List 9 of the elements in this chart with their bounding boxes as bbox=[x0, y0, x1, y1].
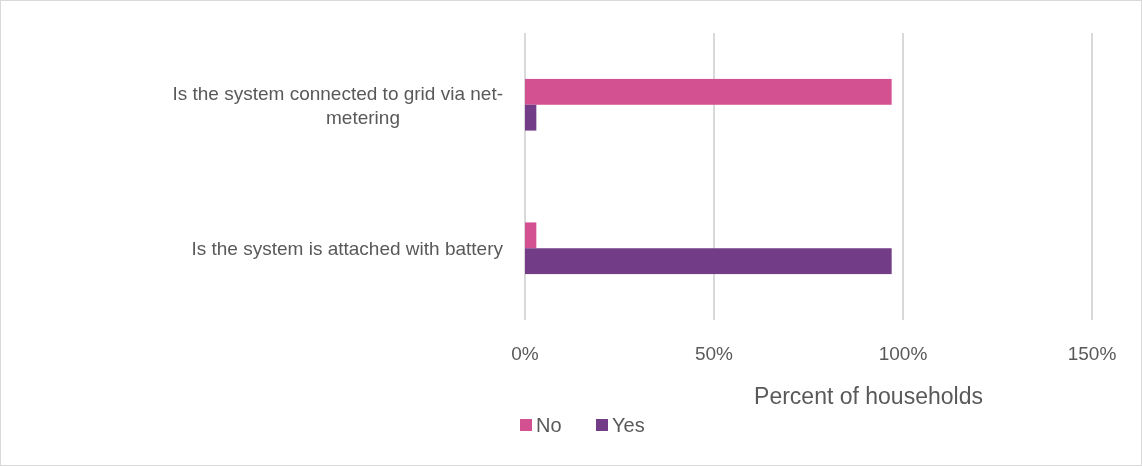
y-tick-label: Is the system is attached with battery bbox=[191, 238, 504, 260]
x-tick-label: 150% bbox=[1067, 343, 1117, 364]
legend-label: No bbox=[536, 414, 562, 436]
x-tick-label: 100% bbox=[878, 343, 928, 364]
x-tick-label: 0% bbox=[511, 343, 539, 364]
x-axis-title: Percent of households bbox=[754, 383, 983, 409]
legend-label: Yes bbox=[612, 414, 645, 436]
y-tick-label: Is the system connected to grid via net-metering bbox=[172, 82, 503, 128]
x-tick-label: 50% bbox=[694, 343, 734, 364]
